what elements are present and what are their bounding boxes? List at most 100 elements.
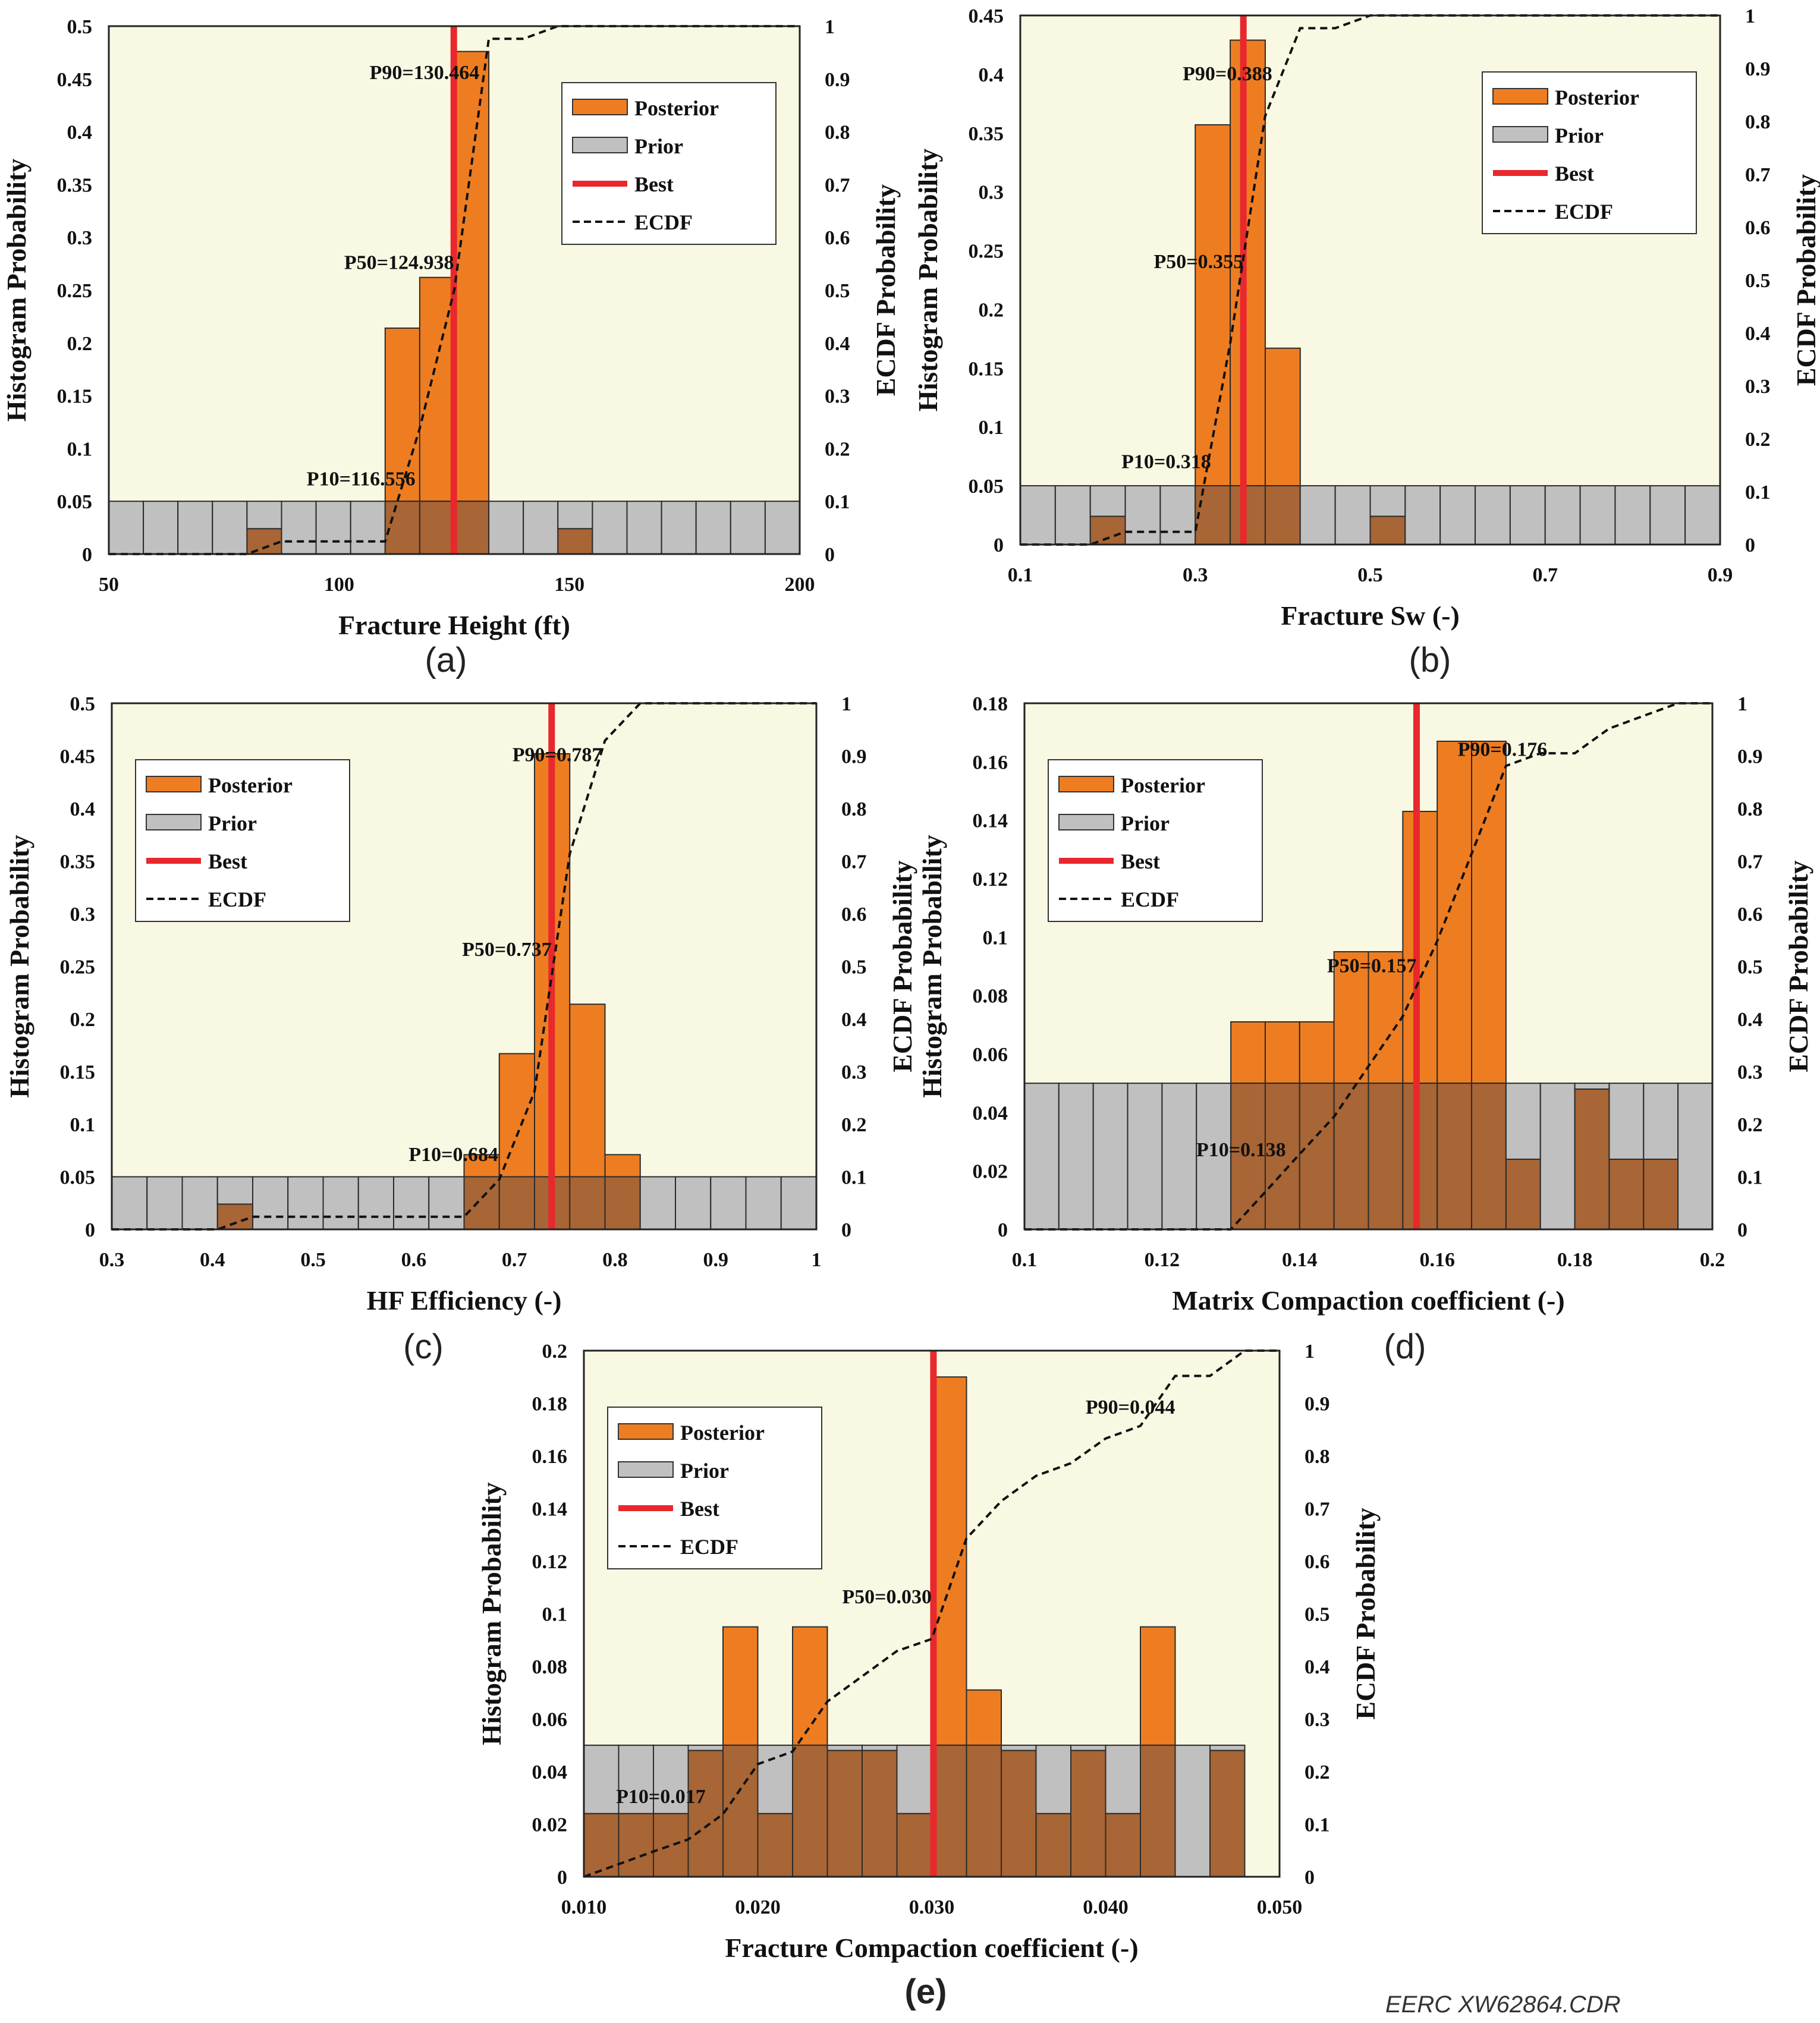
overlap-bar: [419, 501, 455, 555]
y-axis-title: Histogram Probability: [476, 1482, 507, 1745]
y2-tick-label: 0.8: [841, 798, 867, 820]
posterior-bar: [1436, 740, 1473, 1084]
prior-bar: [896, 1744, 932, 1814]
overlap-bar: [246, 528, 282, 555]
ecdf-line: [1020, 14, 1720, 546]
prior-bar: [143, 501, 179, 555]
prior-bar: [1035, 1744, 1071, 1814]
y2-tick-label: 0.7: [1737, 851, 1763, 873]
legend-swatch-posterior: [1058, 776, 1114, 792]
plot-frame: [1023, 702, 1714, 1231]
prior-bar: [1608, 1083, 1645, 1160]
percentile-annotation: P90=130.464: [370, 62, 480, 84]
prior-bar: [661, 501, 697, 555]
y-tick-label: 0.3: [67, 227, 93, 249]
posterior-bar: [966, 1689, 1002, 1746]
prior-bar: [780, 1176, 817, 1230]
panel-d: 00.020.040.060.080.10.120.140.160.1800.1…: [917, 693, 1813, 1366]
prior-bar: [350, 501, 386, 555]
overlap-bar: [862, 1750, 898, 1878]
y2-tick-label: 0.8: [825, 122, 850, 144]
y2-tick-label: 1: [1305, 1341, 1315, 1363]
x-tick-label: 0.12: [1145, 1249, 1180, 1271]
y-axis-title: Histogram Probability: [4, 835, 34, 1098]
prior-bar: [1127, 1083, 1163, 1230]
prior-bar: [626, 501, 662, 555]
y-axis-title: Histogram Probability: [913, 149, 943, 412]
panel-caption: (c): [403, 1327, 444, 1366]
overlap-bar: [653, 1813, 689, 1878]
prior-bar: [1614, 485, 1651, 545]
y2-tick-label: 0.1: [841, 1167, 867, 1189]
y2-tick-label: 0.5: [1745, 270, 1771, 292]
prior-bar: [315, 501, 351, 555]
ecdf-line: [112, 702, 816, 1231]
posterior-bar: [1299, 1021, 1335, 1084]
x-tick-label: 0.9: [703, 1249, 728, 1271]
ecdf-line: [583, 1349, 1280, 1878]
legend: Posterior Prior Best ECDF: [1482, 71, 1697, 234]
legend-swatch-posterior: [146, 776, 202, 792]
prior-bar: [1159, 485, 1196, 545]
y-tick-label: 0.25: [57, 280, 93, 302]
percentile-annotation: P10=116.556: [307, 468, 416, 490]
overlap-bar: [1402, 1083, 1438, 1230]
legend-label: Prior: [208, 811, 257, 835]
x-tick-label: 0.3: [99, 1249, 125, 1271]
y2-tick-label: 0.1: [1745, 482, 1771, 504]
prior-bar: [1124, 485, 1161, 545]
y2-tick-label: 0: [841, 1219, 851, 1241]
legend-label: ECDF: [680, 1535, 738, 1559]
legend-label: ECDF: [1121, 888, 1179, 911]
posterior-bar: [1471, 740, 1507, 1084]
overlap-bar: [454, 501, 490, 555]
y2-tick-label: 0.9: [825, 69, 850, 91]
prior-bar: [177, 501, 213, 555]
legend-label: Posterior: [680, 1421, 765, 1445]
prior-bar: [1105, 1744, 1141, 1814]
panel-a: 0 0.05 0.1 0.15 0.2 0.25 0.3 0.35 0.4 0.45 0.5 0 0.1…: [1, 16, 901, 679]
prior-bar: [1439, 485, 1476, 545]
prior-bar: [862, 1744, 898, 1751]
y2-tick-label: 0.3: [841, 1062, 867, 1084]
prior-bar: [1299, 485, 1336, 545]
posterior-bar: [722, 1626, 759, 1746]
y2-tick-label: 0.2: [825, 438, 850, 460]
y-tick-label: 0: [557, 1867, 567, 1889]
prior-bar: [1334, 485, 1371, 545]
prior-bar: [523, 501, 559, 555]
y2-tick-label: 0.2: [841, 1114, 867, 1136]
prior-bar: [111, 1176, 148, 1230]
x-axis-title: Fracture Compaction coefficient (-): [725, 1933, 1138, 1963]
prior-bar: [592, 501, 628, 555]
y2-tick-label: 0.1: [1737, 1167, 1763, 1189]
y2-tick-label: 0.6: [1737, 904, 1763, 926]
y-tick-label: 0.02: [973, 1161, 1008, 1183]
legend-label: Prior: [634, 134, 683, 158]
panel-caption: (a): [425, 641, 467, 679]
legend-swatch-prior: [618, 1461, 674, 1478]
legend-swatch-prior: [146, 814, 202, 830]
y-tick-label: 0.06: [532, 1709, 568, 1731]
prior-bar: [710, 1176, 747, 1230]
prior-bar: [1574, 1083, 1610, 1090]
prior-bar: [146, 1176, 183, 1230]
legend-swatch-prior: [572, 137, 628, 153]
y-tick-label: 0.08: [532, 1656, 568, 1678]
legend-label: ECDF: [634, 210, 693, 234]
x-axis-title: Fracture Sw (-): [1281, 600, 1460, 631]
prior-bar: [1684, 485, 1721, 545]
y-tick-label: 0: [82, 544, 92, 566]
prior-bar: [1054, 485, 1091, 545]
y2-tick-label: 0: [825, 544, 835, 566]
y-tick-label: 0.3: [70, 904, 96, 926]
overlap-bar: [1333, 1083, 1369, 1230]
overlap-bar: [1195, 485, 1231, 545]
y2-tick-label: 0.7: [1305, 1499, 1330, 1521]
overlap-bar: [1264, 1083, 1300, 1230]
y2-tick-label: 0.4: [841, 1009, 867, 1031]
posterior-bar: [1264, 1021, 1300, 1084]
overlap-bar: [1105, 1813, 1141, 1878]
y2-tick-label: 0.1: [1305, 1814, 1330, 1836]
prior-bar: [322, 1176, 359, 1230]
